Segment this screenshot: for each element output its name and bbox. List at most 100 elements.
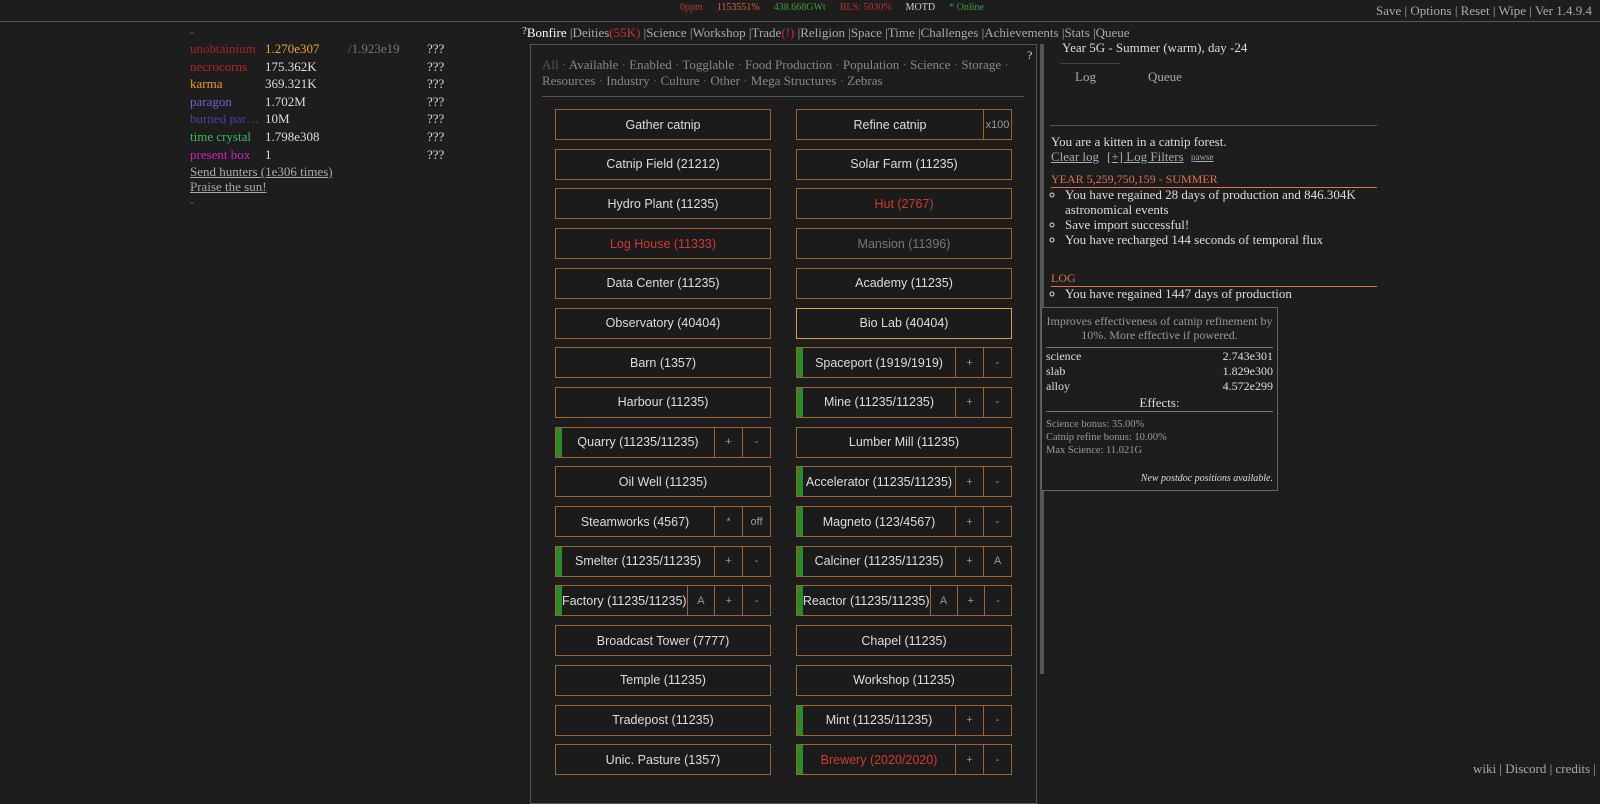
filter[interactable]: Science — [910, 57, 951, 72]
building-button[interactable]: Log House (11333) — [555, 228, 771, 260]
log-tab[interactable]: Queue — [1148, 69, 1182, 84]
button-control[interactable]: + — [955, 546, 983, 576]
log-tab[interactable]: Log — [1075, 69, 1096, 84]
button-control[interactable]: + — [956, 586, 984, 616]
tab[interactable]: Deities — [572, 25, 610, 40]
filter[interactable]: Togglable — [682, 57, 735, 72]
filter[interactable]: Mega Structures — [750, 73, 837, 88]
tab[interactable]: Challenges — [920, 25, 979, 40]
button-control[interactable]: + — [714, 586, 742, 616]
building-button[interactable]: Refine catnip x100 — [796, 109, 1012, 140]
resource-action[interactable]: Send hunters (1e306 times) — [190, 164, 333, 179]
building-button[interactable]: Barn (1357) — [555, 347, 771, 379]
button-control[interactable]: - — [983, 745, 1011, 775]
button-control[interactable]: A — [983, 546, 1011, 576]
button-control[interactable]: A — [929, 586, 957, 616]
button-control[interactable]: off — [742, 507, 770, 536]
filter[interactable]: All — [542, 57, 559, 72]
building-button[interactable]: Lumber Mill (11235) — [796, 426, 1012, 458]
panel-help[interactable]: ? — [1027, 48, 1033, 62]
filter[interactable]: Industry — [606, 73, 650, 88]
tab[interactable]: Religion — [800, 25, 845, 40]
button-control[interactable]: - — [983, 387, 1011, 417]
button-control[interactable]: + — [714, 546, 742, 576]
button-control[interactable]: - — [983, 586, 1011, 616]
tab[interactable]: Time — [887, 25, 915, 40]
filter[interactable]: Enabled — [629, 57, 672, 72]
button-control[interactable]: + — [955, 467, 983, 497]
log-filters[interactable]: [+] Log Filters — [1107, 149, 1184, 164]
building-button[interactable]: Spaceport (1919/1919) + - — [796, 347, 1012, 379]
button-control[interactable]: - — [742, 427, 770, 457]
building-button[interactable]: Reactor (11235/11235) A + - — [796, 585, 1012, 617]
building-button[interactable]: Calciner (11235/11235) + A — [796, 545, 1012, 577]
building-button[interactable]: Temple (11235) — [555, 664, 771, 696]
building-button[interactable]: Tradepost (11235) — [555, 704, 771, 736]
menu-link[interactable]: Save — [1376, 3, 1402, 18]
building-button[interactable]: Smelter (11235/11235) + - — [555, 545, 771, 577]
building-button[interactable]: Magneto (123/4567) + - — [796, 506, 1012, 537]
tab[interactable]: Space — [850, 25, 882, 40]
building-button[interactable]: Academy (11235) — [796, 267, 1012, 299]
resource-action[interactable]: Praise the sun! — [190, 179, 267, 194]
menu-link[interactable]: Ver 1.4.9.4 — [1534, 3, 1592, 18]
building-button[interactable]: Bio Lab (40404) — [796, 307, 1012, 339]
button-control[interactable]: A — [686, 586, 715, 616]
tab[interactable]: Stats — [1064, 25, 1090, 40]
filter[interactable]: Zebras — [847, 73, 883, 88]
button-control[interactable]: x100 — [983, 110, 1011, 139]
footer-link[interactable]: Discord — [1505, 761, 1547, 776]
button-control[interactable]: - — [983, 507, 1011, 536]
building-button[interactable]: Data Center (11235) — [555, 267, 771, 299]
button-control[interactable]: - — [983, 705, 1011, 735]
filter[interactable]: Storage — [961, 57, 1002, 72]
building-button[interactable]: Unic. Pasture (1357) — [555, 744, 771, 776]
button-control[interactable]: - — [983, 467, 1011, 497]
building-button[interactable]: Accelerator (11235/11235) + - — [796, 466, 1012, 498]
building-button[interactable]: Steamworks (4567) * off — [555, 506, 771, 537]
tab[interactable]: Bonfire — [526, 25, 567, 40]
footer-link[interactable]: credits — [1555, 761, 1591, 776]
building-button[interactable]: Quarry (11235/11235) + - — [555, 426, 771, 458]
building-button[interactable]: Mint (11235/11235) + - — [796, 704, 1012, 736]
clear-log[interactable]: Clear log — [1051, 149, 1100, 164]
button-control[interactable]: + — [955, 745, 983, 775]
building-button[interactable]: Mansion (11396) — [796, 228, 1012, 260]
menu-link[interactable]: Reset — [1460, 3, 1490, 18]
button-control[interactable]: + — [955, 705, 983, 735]
footer-link[interactable]: wiki — [1472, 761, 1497, 776]
filter[interactable]: Food Production — [745, 57, 833, 72]
building-button[interactable]: Hydro Plant (11235) — [555, 188, 771, 220]
building-button[interactable]: Broadcast Tower (7777) — [555, 625, 771, 657]
tab[interactable]: Workshop — [692, 25, 746, 40]
tab[interactable]: Queue — [1095, 25, 1130, 40]
filter[interactable]: Culture — [660, 73, 700, 88]
filter[interactable]: Population — [842, 57, 900, 72]
tab[interactable]: Achievements — [984, 25, 1059, 40]
menu-link[interactable]: Wipe — [1498, 3, 1527, 18]
building-button[interactable]: Hut (2767) — [796, 188, 1012, 220]
building-button[interactable]: Oil Well (11235) — [555, 466, 771, 498]
button-control[interactable]: - — [983, 348, 1011, 378]
menu-link[interactable]: Options — [1410, 3, 1452, 18]
button-control[interactable]: + — [955, 348, 983, 378]
building-button[interactable]: Gather catnip — [555, 109, 771, 140]
button-control[interactable]: - — [742, 586, 770, 616]
building-button[interactable]: Solar Farm (11235) — [796, 148, 1012, 180]
button-control[interactable]: + — [955, 387, 983, 417]
building-button[interactable]: Workshop (11235) — [796, 664, 1012, 696]
filter[interactable]: Other — [710, 73, 740, 88]
filter[interactable]: Available — [568, 57, 619, 72]
button-control[interactable]: * — [714, 507, 742, 536]
help[interactable]: ? — [522, 25, 527, 37]
building-button[interactable]: Catnip Field (21212) — [555, 148, 771, 180]
building-button[interactable]: Chapel (11235) — [796, 625, 1012, 657]
building-button[interactable]: Factory (11235/11235) A + - — [555, 585, 771, 617]
pause[interactable]: pawse — [1191, 152, 1214, 162]
tab[interactable]: Science — [646, 25, 687, 40]
building-button[interactable]: Observatory (40404) — [555, 307, 771, 339]
building-button[interactable]: Mine (11235/11235) + - — [796, 386, 1012, 418]
button-control[interactable]: + — [714, 427, 742, 457]
building-button[interactable]: Harbour (11235) — [555, 386, 771, 418]
filter[interactable]: Resources — [542, 73, 596, 88]
